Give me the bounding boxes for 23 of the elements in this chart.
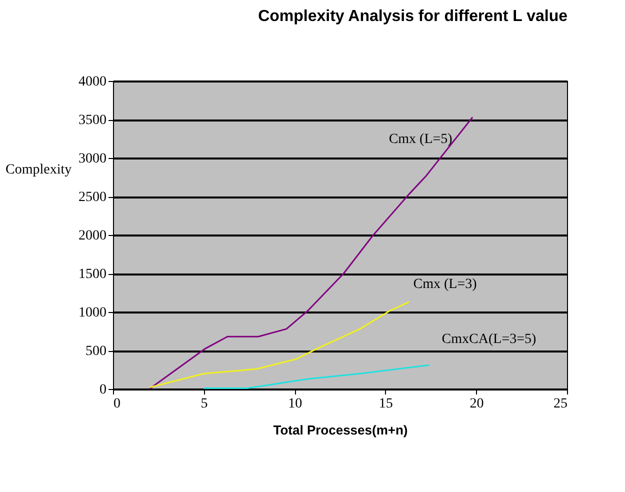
series-label: Cmx (L=5): [388, 132, 453, 148]
y-tick-label: 3500: [78, 113, 106, 128]
x-tick-label: 20: [470, 396, 484, 412]
series-label: Cmx (L=3): [413, 276, 478, 292]
y-tick-label: 1000: [78, 306, 106, 320]
y-tick-label: 2500: [78, 190, 106, 205]
x-tick-label: 15: [378, 396, 393, 412]
y-tick-label: 2000: [78, 228, 106, 244]
x-tick-label: 5: [200, 396, 208, 412]
x-tick-label: 10: [288, 396, 302, 412]
y-tick-label: 500: [86, 344, 106, 359]
x-axis-title: Total Processes(m+n): [273, 422, 408, 438]
chart-title: Complexity Analysis for different L value: [258, 8, 568, 25]
series-label: CmxCA(L=3=5): [442, 332, 536, 348]
y-tick-label: 4000: [78, 74, 106, 90]
y-tick-label: 0: [100, 382, 106, 398]
y-axis-title: Complexity: [6, 162, 72, 178]
line-series: [148, 301, 410, 388]
y-tick-label: 3000: [78, 152, 106, 166]
x-tick-label: 25: [554, 396, 568, 412]
y-tick-label: 1500: [78, 267, 106, 282]
line-series: [203, 364, 430, 389]
x-tick-label: 0: [114, 396, 120, 412]
